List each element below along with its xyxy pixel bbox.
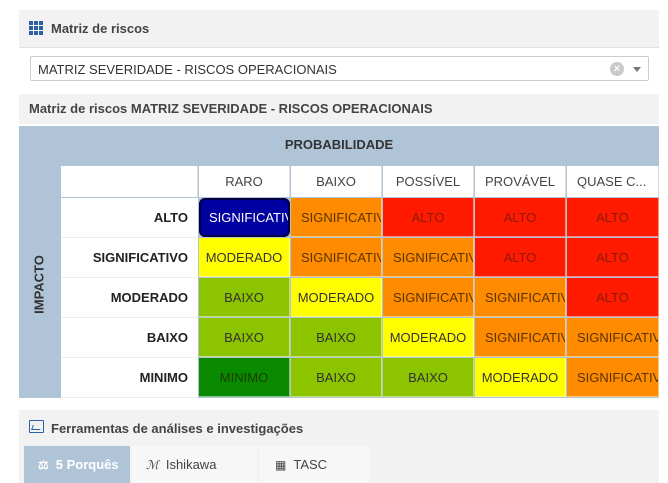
matrix-cell[interactable]: BAIXO [199, 278, 290, 317]
matrix-cell[interactable]: SIGNIFICATIVO [567, 358, 659, 397]
matrix-cell[interactable]: SIGNIFICATIVO [199, 198, 290, 237]
row-header-alto: ALTO [61, 198, 198, 238]
matrix-cell[interactable]: MODERADO [475, 358, 566, 397]
matrix-corner [61, 166, 198, 197]
matrix-cell[interactable]: ALTO [475, 198, 566, 237]
column-header-baixo: BAIXO [291, 166, 382, 197]
matrix-cell[interactable]: MODERADO [383, 318, 474, 357]
tab-label: 5 Porquês [55, 457, 119, 472]
matrix-cell[interactable]: MODERADO [199, 238, 290, 277]
table-icon: ▦ [275, 457, 287, 472]
matrix-select[interactable]: MATRIZ SEVERIDADE - RISCOS OPERACIONAIS … [30, 56, 649, 81]
matrix-cell[interactable]: SIGNIFICATIVO [383, 238, 474, 277]
column-header-quase-certo: QUASE C... [567, 166, 659, 197]
matrix-cell[interactable]: MINIMO [199, 358, 290, 397]
column-header-raro: RARO [199, 166, 290, 197]
impact-label: IMPACTO [31, 255, 47, 314]
matrix-cell[interactable]: MODERADO [291, 278, 382, 317]
probability-label: PROBABILIDADE [284, 137, 394, 152]
matrix-cell[interactable]: BAIXO [383, 358, 474, 397]
matrix-cell[interactable]: ALTO [567, 198, 659, 237]
chart-icon [29, 420, 44, 433]
matrix-cell[interactable]: BAIXO [291, 318, 382, 357]
clear-icon[interactable]: × [610, 62, 624, 76]
matrix-cell[interactable]: ALTO [567, 238, 659, 277]
column-header-possivel: POSSÍVEL [383, 166, 474, 197]
tab-tasc[interactable]: ▦ TASC [259, 446, 369, 483]
matrix-cell[interactable]: ALTO [475, 238, 566, 277]
row-header-minimo: MINIMO [61, 358, 198, 398]
balance-icon: ⚖ [38, 457, 49, 472]
matrix-cell[interactable]: SIGNIFICATIVO [567, 318, 659, 357]
matrix-cell[interactable]: SIGNIFICATIVO [383, 278, 474, 317]
tools-title: Ferramentas de análises e investigações [51, 421, 304, 436]
matrix-subheader: Matriz de riscos MATRIZ SEVERIDADE - RIS… [19, 94, 659, 124]
tab-5-porques[interactable]: ⚖ 5 Porquês [24, 446, 130, 483]
matrix-cell[interactable]: BAIXO [291, 358, 382, 397]
matrix-select-value: MATRIZ SEVERIDADE - RISCOS OPERACIONAIS [38, 62, 337, 77]
matrix-cell[interactable]: SIGNIFICATIVO [475, 318, 566, 357]
risk-matrix-panel: Matriz de riscos MATRIZ SEVERIDADE - RIS… [19, 10, 659, 402]
matrix-cell[interactable]: BAIXO [199, 318, 290, 357]
matrix-cell[interactable]: ALTO [383, 198, 474, 237]
row-header-baixo: BAIXO [61, 318, 198, 358]
matrix-cell[interactable]: SIGNIFICATIVO [475, 278, 566, 317]
grid-icon [29, 21, 44, 36]
column-header-provavel: PROVÁVEL [475, 166, 566, 197]
tab-label: Ishikawa [165, 457, 217, 472]
matrix-cell[interactable]: SIGNIFICATIVO [291, 238, 382, 277]
panel-title: Matriz de riscos [51, 21, 150, 36]
tab-ishikawa[interactable]: ℳ Ishikawa [132, 446, 257, 483]
tools-panel: Ferramentas de análises e investigações … [19, 410, 659, 483]
panel-header: Matriz de riscos [19, 10, 659, 48]
row-header-moderado: MODERADO [61, 278, 198, 318]
row-header-significativo: SIGNIFICATIVO [61, 238, 198, 278]
tab-label: TASC [293, 457, 328, 472]
fishbone-icon: ℳ [146, 457, 159, 472]
matrix-cell[interactable]: SIGNIFICATIVO [291, 198, 382, 237]
chevron-down-icon[interactable] [633, 67, 641, 72]
matrix-subheader-text: Matriz de riscos MATRIZ SEVERIDADE - RIS… [29, 101, 433, 116]
matrix-cell[interactable]: ALTO [567, 278, 659, 317]
